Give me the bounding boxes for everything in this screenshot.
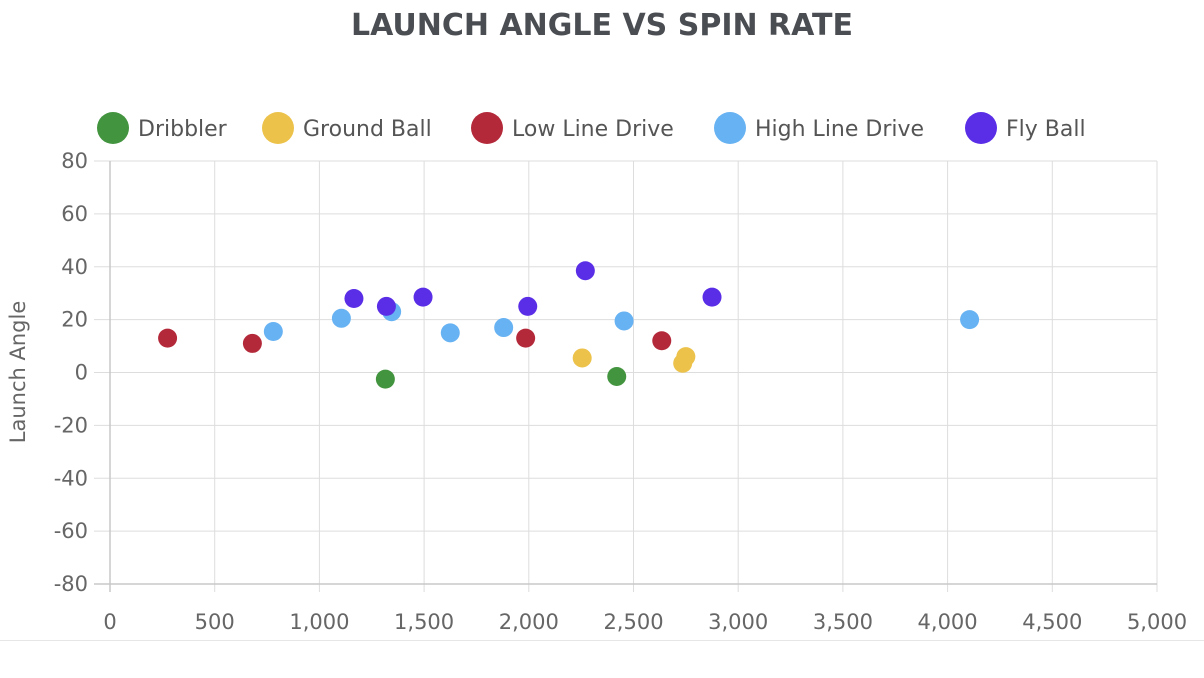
y-tick-label: 80 [61,149,88,173]
y-axis-ticks: 80 60 40 20 0 -20 -40 -60 -80 [54,149,88,596]
legend-label: Fly Ball [1006,117,1086,142]
y-tick-label: -20 [54,413,88,437]
x-tick-label: 4,000 [918,610,978,634]
data-point [494,318,514,338]
data-point [607,366,627,386]
legend-marker [965,112,997,144]
data-point [440,323,460,343]
data-point [242,333,262,353]
data-point [413,287,433,307]
data-point [676,347,696,367]
data-points [158,261,980,389]
y-tick-label: -60 [54,519,88,543]
axes [94,161,1157,592]
data-point [614,311,634,331]
x-tick-label: 5,000 [1127,610,1187,634]
x-tick-label: 500 [195,610,235,634]
legend-marker [97,112,129,144]
legend-label: High Line Drive [755,117,924,142]
data-point [960,310,980,330]
x-tick-label: 2,000 [499,610,559,634]
data-point [344,288,364,308]
x-tick-label: 0 [103,610,116,634]
data-point [652,331,672,351]
y-tick-label: 0 [75,361,88,385]
data-point [375,369,395,389]
x-tick-label: 3,500 [813,610,873,634]
y-tick-label: -40 [54,466,88,490]
data-point [376,296,396,316]
x-tick-label: 3,000 [708,610,768,634]
data-point [518,296,538,316]
x-tick-label: 1,000 [289,610,349,634]
x-tick-label: 2,500 [603,610,663,634]
legend-marker [262,112,294,144]
chart-title: LAUNCH ANGLE VS SPIN RATE [351,8,853,43]
data-point [702,287,722,307]
data-point [575,261,595,281]
y-tick-label: 40 [61,255,88,279]
bottom-divider [0,640,1204,641]
y-tick-label: 60 [61,202,88,226]
data-point [516,328,536,348]
y-tick-label: -80 [54,572,88,596]
data-point [572,348,592,368]
data-point [263,322,283,342]
x-tick-label: 4,500 [1022,610,1082,634]
y-tick-label: 20 [61,308,88,332]
data-point [331,308,351,328]
legend-label: Dribbler [138,117,228,142]
legend-label: Low Line Drive [512,117,674,142]
x-tick-label: 1,500 [394,610,454,634]
legend-marker [471,112,503,144]
x-axis-ticks: 0 500 1,000 1,500 2,000 2,500 3,000 3,500 4,000 4… [103,610,1187,634]
legend-marker [714,112,746,144]
legend: Dribbler Ground Ball Low Line Drive High Li… [97,112,1086,144]
data-point [158,328,178,348]
y-axis-label: Launch Angle [6,301,30,443]
legend-label: Ground Ball [303,117,432,142]
